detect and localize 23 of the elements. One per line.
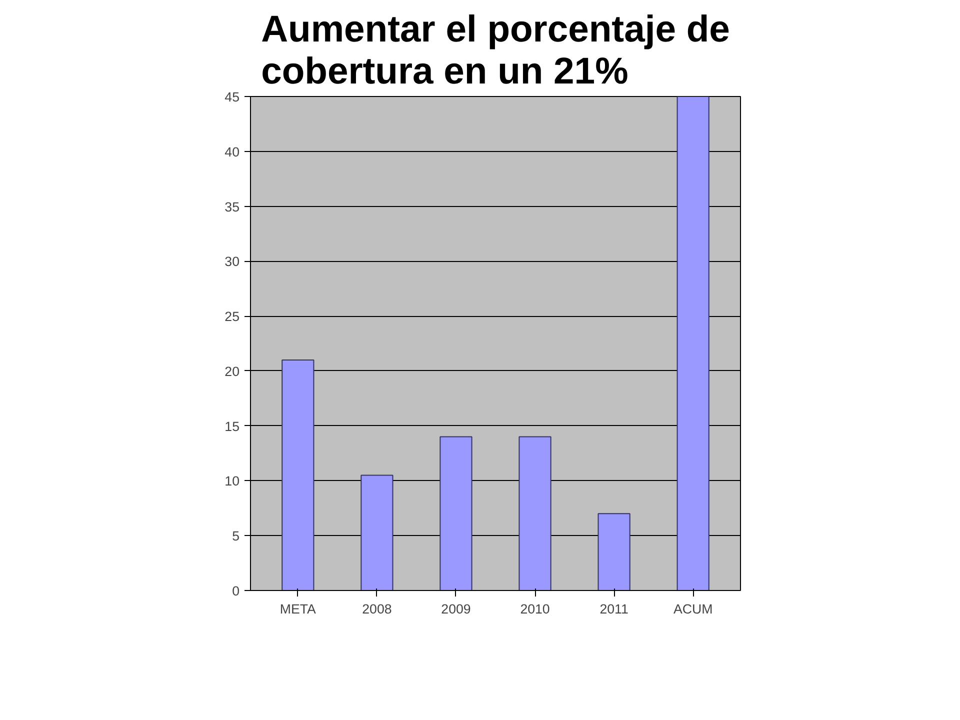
- bar: [518, 436, 552, 590]
- y-tick-label: 10: [224, 474, 240, 489]
- x-tick-label: 2011: [600, 602, 628, 616]
- y-tick-label: 35: [224, 199, 240, 214]
- x-tick-label: 2008: [362, 602, 392, 616]
- bar: [676, 96, 710, 590]
- y-tick-label: 30: [224, 254, 240, 270]
- x-tick-label: ACUM: [673, 602, 713, 616]
- x-tick-label: META: [280, 602, 316, 616]
- x-tick-label: 2009: [441, 602, 471, 616]
- y-tick-label: 0: [232, 584, 240, 598]
- y-tick-label: 5: [232, 528, 240, 544]
- bar: [282, 359, 314, 590]
- bar: [440, 436, 472, 590]
- y-tick-label: 40: [224, 144, 240, 160]
- y-tick-label: 45: [224, 90, 240, 104]
- y-tick-label: 25: [224, 309, 240, 324]
- x-tick-label: 2010: [520, 602, 550, 616]
- bar: [360, 474, 394, 590]
- y-tick-label: 20: [224, 364, 240, 379]
- chart-title: Aumentar el porcentaje de cobertura en un 21%: [261, 8, 730, 92]
- y-tick-label: 15: [224, 418, 240, 434]
- bar: [598, 513, 630, 590]
